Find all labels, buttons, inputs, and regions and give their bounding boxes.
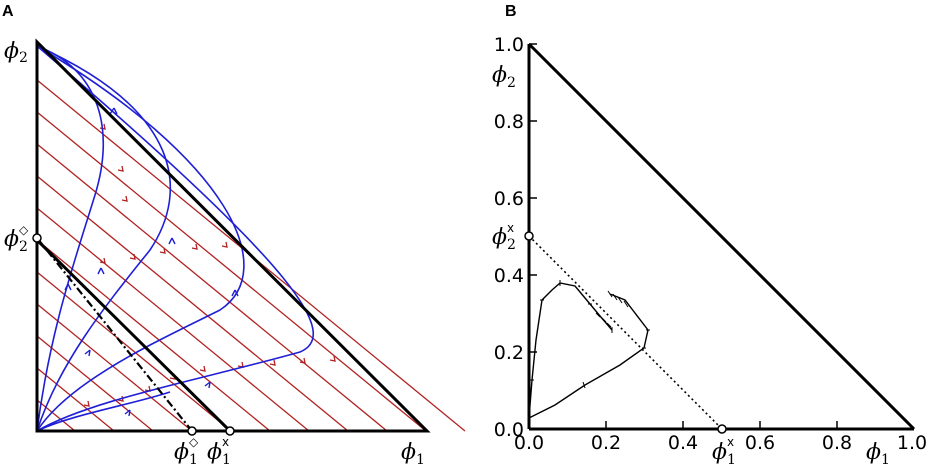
y-tick-label: 0.0 <box>494 419 524 441</box>
blue-curve <box>36 45 314 432</box>
panel-b-label: B <box>505 3 517 20</box>
phi1-diamond-point <box>187 426 197 436</box>
x-tick-label: 0.4 <box>668 432 698 454</box>
svg-text:x: x <box>727 435 734 449</box>
svg-text:◇: ◇ <box>189 435 199 449</box>
svg-text:ϕ: ϕ <box>207 440 222 465</box>
svg-text:1: 1 <box>189 452 198 467</box>
dotted-separatrix <box>528 235 723 430</box>
phi2-x-label: ϕ 2 x <box>492 221 516 253</box>
blue-curve <box>36 45 245 432</box>
svg-text:1: 1 <box>416 452 425 467</box>
phi2-diamond-label: ϕ 2 ◇ <box>4 223 29 255</box>
red-line <box>36 335 154 432</box>
x-tick-label: 0.2 <box>591 432 621 454</box>
blue-trajectory-curves <box>36 45 314 432</box>
svg-text:2: 2 <box>19 239 28 255</box>
red-line <box>36 207 310 432</box>
red-trajectory-lines <box>36 79 466 432</box>
panel-b: B 0.0 0.2 0.6 0.8 1.0 0.4 <box>492 3 927 467</box>
svg-text:ϕ: ϕ <box>492 225 507 250</box>
trajectory-curve-2 <box>528 293 649 419</box>
red-line <box>36 399 76 432</box>
red-line <box>36 303 193 432</box>
red-arrowheads <box>83 123 336 407</box>
svg-text:1: 1 <box>727 452 736 467</box>
blue-curve <box>36 45 105 432</box>
phi1-diamond-label: ϕ 1 ◇ <box>174 435 199 467</box>
svg-text:ϕ: ϕ <box>174 440 189 465</box>
svg-text:x: x <box>222 435 229 449</box>
red-line <box>36 367 115 432</box>
dash-dot-line <box>36 237 193 432</box>
x-tick-label: 1.0 <box>897 432 927 454</box>
x-tick-label: 0.0 <box>514 432 544 454</box>
y-tick-label: 0.6 <box>494 188 524 210</box>
phi1-label: ϕ 1 <box>401 440 425 467</box>
blue-curve <box>36 45 172 432</box>
x-tick-label: 0.6 <box>745 432 775 454</box>
black-separatrix-line <box>35 238 232 433</box>
x-tick-label: 0.8 <box>822 432 852 454</box>
phi2-diamond-point <box>32 233 42 243</box>
simplex-hypotenuse <box>527 42 916 431</box>
phi1-x-label: ϕ 1 x <box>712 435 736 467</box>
red-line <box>36 239 271 432</box>
svg-text:ϕ: ϕ <box>4 39 19 64</box>
phi1-x-point <box>717 424 727 434</box>
phi2-x-point <box>524 231 534 241</box>
simplex-triangle <box>35 38 431 433</box>
red-line <box>36 143 388 432</box>
svg-text:2: 2 <box>19 50 28 66</box>
blue-curve <box>36 391 171 432</box>
y-tick-label: 1.0 <box>494 34 524 56</box>
trajectory-curve-1 <box>528 282 613 419</box>
trajectory-markers <box>530 280 650 389</box>
y-tick-label: 0.2 <box>494 342 524 364</box>
phi2-label: ϕ 2 <box>4 39 28 66</box>
svg-text:ϕ: ϕ <box>4 227 19 252</box>
red-line <box>36 271 232 432</box>
red-line <box>36 175 349 432</box>
svg-text:2: 2 <box>507 75 516 91</box>
svg-text:x: x <box>507 221 514 235</box>
phi1-axis-label: ϕ 1 <box>866 440 890 467</box>
svg-text:ϕ: ϕ <box>401 440 416 465</box>
blue-arrowheads <box>64 107 239 417</box>
phi1-x-label: ϕ 1 x <box>207 435 231 467</box>
panel-a-label: A <box>2 3 14 20</box>
phi1-x-point <box>225 426 235 436</box>
phi2-axis-label: ϕ 2 <box>492 63 516 91</box>
x-tick-labels: 0.0 0.2 0.4 0.6 0.8 1.0 <box>514 432 927 454</box>
svg-text:ϕ: ϕ <box>712 440 727 465</box>
svg-text:2: 2 <box>507 237 516 253</box>
svg-text:ϕ: ϕ <box>866 440 881 465</box>
svg-text:◇: ◇ <box>19 223 29 237</box>
y-tick-labels: 0.0 0.2 0.6 0.8 1.0 <box>494 34 524 441</box>
svg-text:ϕ: ϕ <box>492 63 507 88</box>
panel-a: A <box>2 3 466 467</box>
svg-text:1: 1 <box>222 452 231 467</box>
tick-marks <box>529 43 838 430</box>
y-tick-label: 0.4 <box>494 265 524 287</box>
svg-text:1: 1 <box>881 452 890 467</box>
y-tick-label: 0.8 <box>494 111 524 133</box>
